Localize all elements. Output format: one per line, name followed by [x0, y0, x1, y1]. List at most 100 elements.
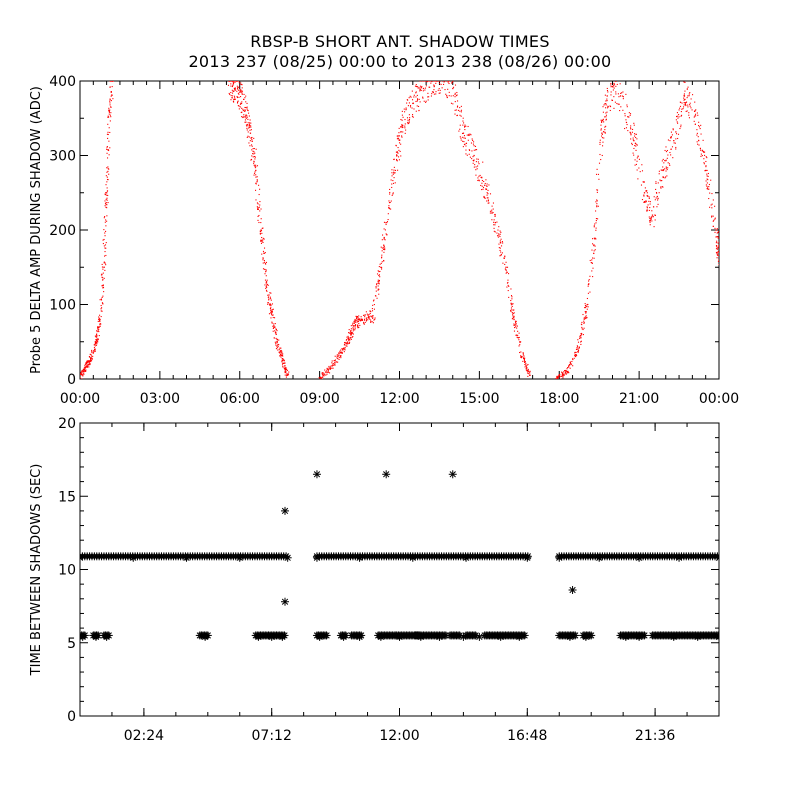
data-point [256, 202, 258, 204]
data-point [350, 329, 352, 332]
data-point [593, 252, 595, 254]
data-point [348, 332, 350, 334]
data-point [643, 195, 645, 197]
data-point [671, 146, 674, 148]
data-point [322, 372, 325, 374]
data-point [705, 166, 707, 168]
x-tick-label: 09:00 [299, 391, 339, 407]
data-point [406, 117, 409, 119]
data-point [677, 137, 679, 140]
data-point [369, 310, 371, 312]
data-point [592, 257, 594, 259]
data-point [577, 350, 579, 352]
data-point [96, 330, 98, 332]
data-point [386, 234, 388, 236]
data-point [610, 84, 612, 86]
data-point [717, 247, 719, 249]
y-tick-label: 10 [58, 563, 76, 579]
data-point [581, 332, 583, 335]
data-point [111, 81, 113, 82]
x-tick-label: 12:00 [379, 391, 419, 407]
data-point [239, 90, 241, 92]
data-point [104, 244, 107, 246]
data-point [250, 125, 252, 127]
data-point [515, 322, 517, 324]
data-point [711, 215, 713, 217]
data-point [706, 175, 708, 177]
data-point [681, 108, 683, 110]
data-point [575, 354, 577, 356]
data-point [349, 339, 351, 341]
data-point [407, 105, 409, 107]
data-point [233, 99, 235, 101]
data-point [228, 81, 230, 82]
data-point [112, 98, 114, 100]
data-point [102, 295, 104, 297]
data-point [688, 95, 690, 97]
data-point [716, 228, 718, 230]
data-point [402, 116, 404, 118]
data-point [383, 247, 385, 249]
data-point [419, 101, 421, 103]
data-point [110, 91, 112, 93]
data-point [525, 362, 527, 364]
data-point [85, 370, 87, 372]
data-point [465, 145, 467, 147]
data-point [328, 368, 330, 370]
data-point [622, 109, 624, 111]
data-point [684, 90, 686, 92]
data-point [606, 107, 609, 109]
data-point [248, 136, 250, 138]
data-point [105, 192, 107, 194]
data-point [400, 118, 402, 121]
data-point [655, 181, 657, 183]
data-point [340, 352, 342, 354]
data-point [103, 229, 105, 231]
data-point [716, 236, 718, 238]
data-point [350, 336, 352, 339]
data-point [275, 337, 277, 339]
data-point [250, 126, 252, 128]
data-point [251, 136, 253, 139]
data-point [381, 239, 383, 241]
data-point [625, 127, 628, 129]
data-point [601, 120, 603, 122]
data-point [559, 376, 561, 378]
data-point [352, 322, 354, 324]
data-point [242, 116, 244, 119]
data-point [715, 229, 718, 231]
data-point [95, 334, 98, 336]
data-point [368, 313, 370, 316]
data-point [482, 161, 484, 163]
data-point [238, 82, 240, 84]
data-point [602, 145, 604, 147]
data-point [319, 378, 321, 379]
data-point [280, 631, 289, 640]
data-point [615, 81, 617, 82]
data-point [416, 94, 418, 96]
data-point [283, 367, 286, 369]
data-point [593, 250, 595, 252]
data-point [94, 348, 96, 350]
data-point [284, 365, 286, 367]
data-point [569, 361, 571, 363]
data-point [342, 348, 344, 350]
data-point [520, 341, 522, 343]
data-point [359, 318, 361, 320]
data-point [322, 374, 324, 376]
data-point [411, 99, 414, 101]
x-tick-label: 00:00 [60, 391, 100, 407]
data-point [259, 233, 261, 235]
data-point [634, 159, 636, 161]
data-point [371, 308, 373, 310]
data-point [280, 354, 282, 356]
data-point [102, 284, 104, 286]
data-point [458, 130, 460, 132]
data-point [376, 297, 378, 299]
x-tick-label: 00:00 [699, 391, 739, 407]
data-point [621, 92, 623, 94]
data-point [648, 216, 650, 218]
data-point [329, 368, 331, 370]
data-point [381, 268, 383, 270]
data-point [716, 257, 718, 259]
